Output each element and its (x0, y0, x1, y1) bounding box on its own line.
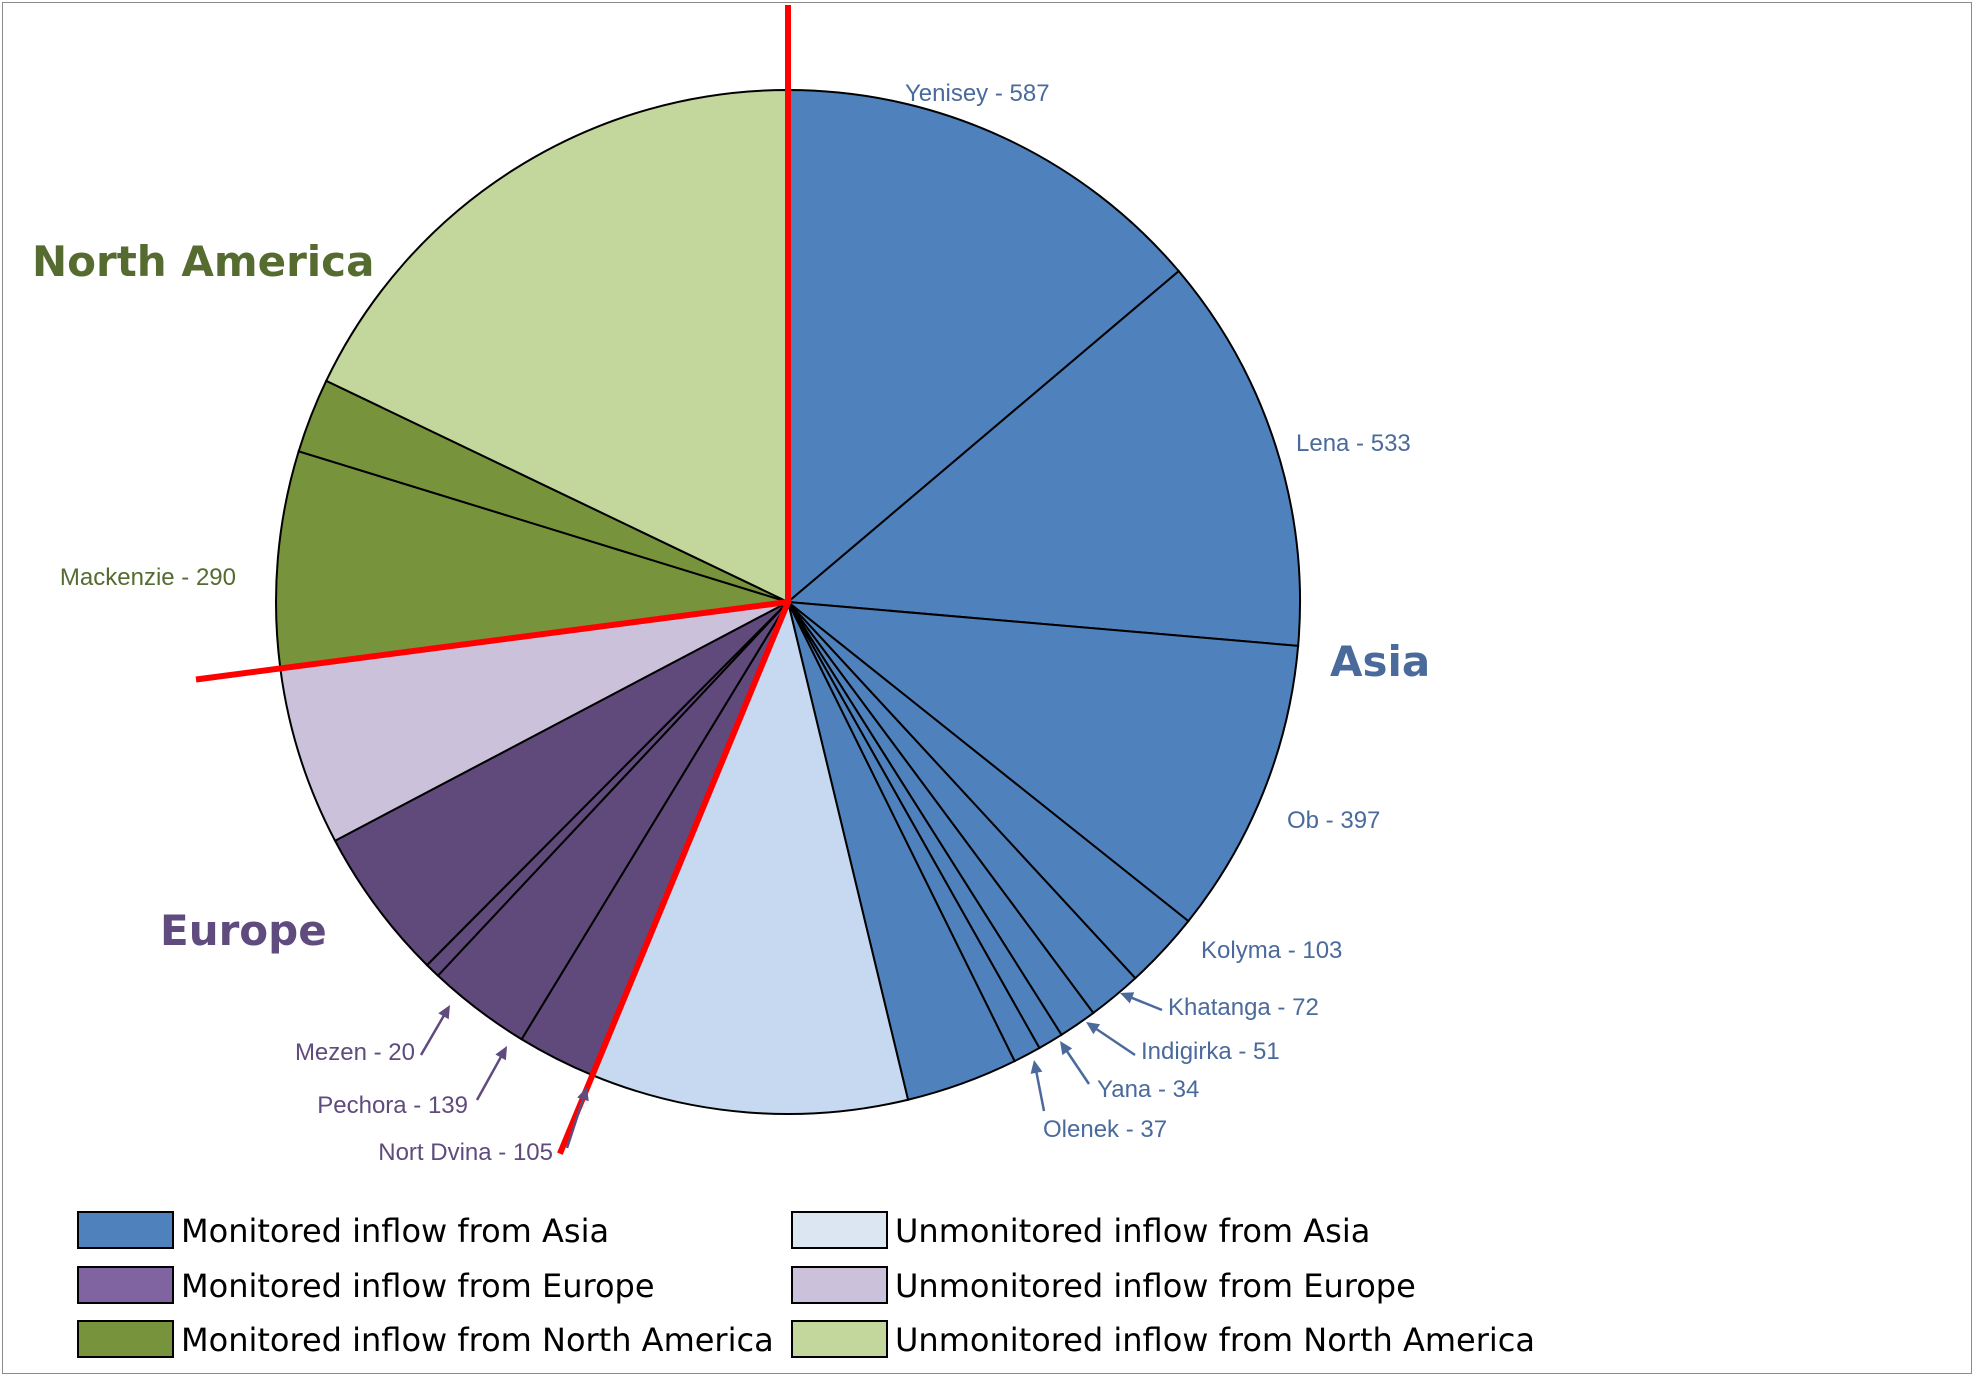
region-divider-line-1 (557, 599, 792, 1155)
legend-label-unmonitored-inflow-from-europe: Unmonitored inflow from Europe (895, 1267, 1416, 1305)
slice-unmonitored-inflow-from-north-america-17 (324, 88, 789, 604)
arrow-olenek (1033, 1065, 1046, 1112)
slice-mackenzie (275, 450, 789, 670)
legend-swatch-monitored-inflow-from-north-america (77, 1320, 174, 1358)
label-mezen: Mezen - 20 (295, 1039, 415, 1066)
arrowhead-nort-dvina (577, 1087, 589, 1102)
arrowhead-mezen (438, 1005, 450, 1020)
region-label-europe: Europe (160, 906, 327, 955)
legend-label-unmonitored-inflow-from-north-america: Unmonitored inflow from North America (895, 1321, 1535, 1359)
arrowhead-indigirka (1086, 1022, 1101, 1035)
slice-monitored-inflow-from-europe-13 (333, 601, 789, 967)
slice-yenisey (787, 88, 1181, 605)
region-dividers (195, 5, 792, 1155)
arrowhead-pechora (495, 1046, 507, 1061)
legend-swatch-unmonitored-inflow-from-asia (791, 1211, 888, 1249)
legend: Monitored inflow from Asia Unmonitored in… (77, 1211, 1535, 1359)
slice-unmonitored-inflow-from-asia-9 (591, 598, 910, 1115)
arrow-yana (1062, 1045, 1091, 1085)
label-yenisey: Yenisey - 587 (905, 80, 1050, 107)
arrowhead-yana (1060, 1041, 1073, 1056)
slice-unmonitored-inflow-from-europe-14 (279, 601, 789, 843)
arrow-indigirka (1090, 1024, 1136, 1057)
region-labels: North America Asia Europe (32, 237, 1430, 955)
region-label-asia: Asia (1330, 637, 1430, 686)
label-lena: Lena - 533 (1296, 430, 1411, 457)
label-nort-dvina: Nort Dvina - 105 (378, 1139, 553, 1166)
label-ob: Ob - 397 (1287, 807, 1380, 834)
legend-swatch-unmonitored-inflow-from-europe (791, 1266, 888, 1304)
pie-slices (275, 88, 1301, 1115)
legend-label-monitored-inflow-from-europe: Monitored inflow from Europe (181, 1267, 655, 1305)
legend-swatch-monitored-inflow-from-asia (77, 1211, 174, 1249)
slice-labels: Yenisey - 587 Lena - 533 Ob - 397 Kolyma - … (60, 80, 1411, 1166)
label-kolyma: Kolyma - 103 (1201, 937, 1342, 964)
label-olenek: Olenek - 37 (1043, 1116, 1167, 1143)
region-divider-line-2 (195, 598, 791, 683)
arrowhead-khatanga (1120, 992, 1135, 1004)
label-mackenzie: Mackenzie - 290 (60, 564, 236, 591)
slice-ob (784, 600, 1300, 923)
arrow-pechora (475, 1050, 506, 1101)
legend-label-unmonitored-inflow-from-asia: Unmonitored inflow from Asia (895, 1212, 1370, 1250)
label-yana: Yana - 34 (1097, 1076, 1199, 1103)
arrow-mezen (419, 1009, 449, 1056)
region-label-north-america: North America (32, 237, 374, 286)
legend-label-monitored-inflow-from-asia: Monitored inflow from Asia (181, 1212, 609, 1250)
label-indigirka: Indigirka - 51 (1141, 1038, 1280, 1065)
arrowhead-olenek (1030, 1060, 1043, 1074)
slice-lena (785, 269, 1301, 647)
arrow-nort-dvina (565, 1092, 587, 1149)
legend-swatch-monitored-inflow-from-europe (77, 1266, 174, 1304)
legend-label-monitored-inflow-from-north-america: Monitored inflow from North America (181, 1321, 774, 1359)
label-khatanga: Khatanga - 72 (1168, 994, 1319, 1021)
label-pechora: Pechora - 139 (317, 1092, 468, 1119)
legend-swatch-unmonitored-inflow-from-north-america (791, 1320, 888, 1358)
